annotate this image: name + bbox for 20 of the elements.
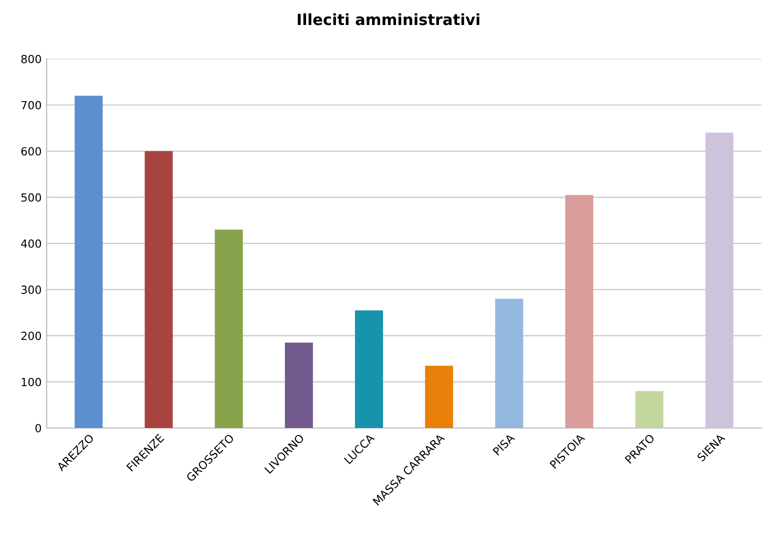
bar xyxy=(354,310,384,428)
bar xyxy=(214,230,243,428)
bar xyxy=(635,391,664,428)
bar xyxy=(74,96,103,428)
bar xyxy=(425,366,454,428)
y-tick-label: 300 xyxy=(21,286,42,294)
y-tick-label: 200 xyxy=(21,332,42,340)
y-tick-label: 800 xyxy=(21,54,42,64)
bar xyxy=(705,132,734,428)
y-tick-label: 100 xyxy=(22,378,42,386)
y-tick-label: 400 xyxy=(21,239,42,248)
y-tick-label: 700 xyxy=(21,100,42,110)
bar xyxy=(284,342,313,428)
y-tick-label: 0 xyxy=(35,424,42,432)
chart-title: Illeciti amministrativi xyxy=(298,13,480,26)
y-tick-label: 500 xyxy=(21,193,42,202)
bar xyxy=(144,151,173,428)
bar xyxy=(565,194,594,428)
y-tick-label: 600 xyxy=(21,147,42,156)
bar xyxy=(495,298,524,428)
